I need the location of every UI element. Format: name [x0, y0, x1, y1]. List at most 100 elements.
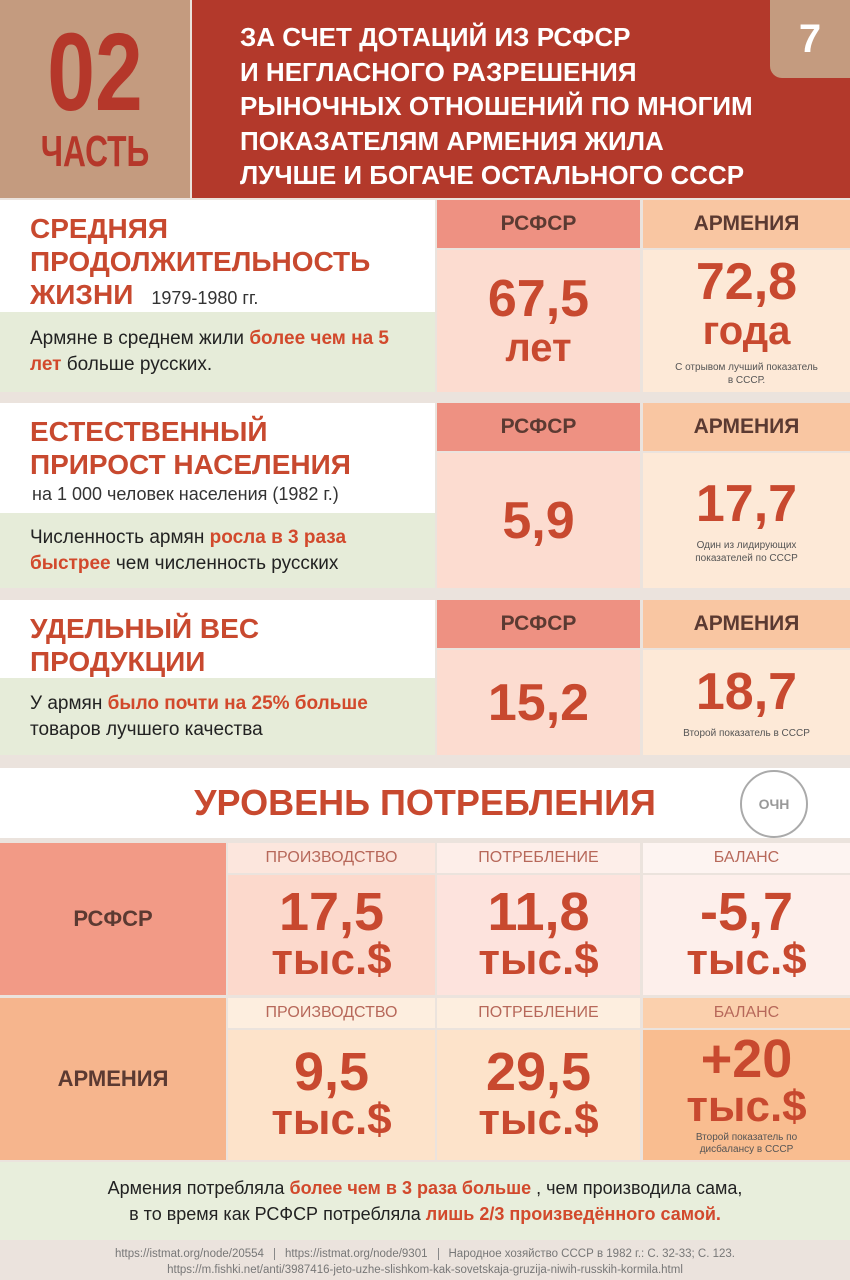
cell-header-text: ПРОИЗВОДСТВО: [265, 1004, 398, 1021]
title-line: ЕСТЕСТВЕННЫЙ: [30, 415, 427, 448]
unit: тыс.$: [686, 1082, 807, 1131]
value-cell: 15,2: [437, 650, 640, 755]
column-header: РСФСР: [437, 200, 640, 248]
page-number: 7: [798, 16, 822, 61]
section-note: У армян было почти на 25% больше товаров…: [0, 678, 435, 755]
source-link: https://m.fishki.net/anti/3987416-jeto-u…: [167, 1264, 683, 1276]
value: +20: [700, 1029, 793, 1089]
title-text: СРЕДНЯЯ: [30, 213, 168, 244]
cell-header: БАЛАНС: [643, 998, 850, 1028]
value-cell: 17,7 Один из лидирующих показателей по СС…: [643, 453, 850, 588]
note: У армян было почти на 25% больше товаров…: [30, 691, 410, 743]
unit: года: [702, 309, 791, 353]
column-header: АРМЕНИЯ: [643, 403, 850, 451]
title-line: И НЕГЛАСНОГО РАЗРЕШЕНИЯ: [240, 56, 637, 87]
section-note: Армяне в среднем жили более чем на 5 лет…: [0, 312, 435, 392]
text: чем численность русских: [115, 552, 339, 574]
text: Численность армян: [30, 526, 205, 548]
title-line: УДЕЛЬНЫЙ ВЕС ПРОДУКЦИИ: [30, 612, 427, 678]
section-title-area: ЕСТЕСТВЕННЫЙ ПРИРОСТ НАСЕЛЕНИЯ на 1 000 че…: [0, 403, 435, 513]
section-title-area: УДЕЛЬНЫЙ ВЕС ПРОДУКЦИИвысшей категории к…: [0, 600, 435, 701]
column-header-text: АРМЕНИЯ: [693, 415, 800, 438]
column-header: АРМЕНИЯ: [643, 600, 850, 648]
section-title: СРЕДНЯЯ ПРОДОЛЖИТЕЛЬНОСТЬ ЖИЗНИ 1979-1980 г…: [30, 212, 427, 315]
section-title-area: СРЕДНЯЯ ПРОДОЛЖИТЕЛЬНОСТЬ ЖИЗНИ 1979-1980 г…: [0, 200, 435, 312]
value-cell: 5,9: [437, 453, 640, 588]
title-line: ПРИРОСТ НАСЕЛЕНИЯ: [30, 448, 427, 481]
highlight-text: более чем на 5 лет: [30, 328, 389, 375]
unit: тыс.$: [271, 1095, 392, 1144]
cell-header-text: ПРОИЗВОДСТВО: [265, 849, 398, 866]
note: Численность армян росла в 3 раза быстрее…: [30, 525, 410, 577]
section-note: Численность армян росла в 3 раза быстрее…: [0, 513, 435, 588]
cell-header: ПРОИЗВОДСТВО: [228, 998, 435, 1028]
value: 17,5: [278, 882, 385, 942]
cell-header: ПОТРЕБЛЕНИЕ: [437, 998, 640, 1028]
cell-header-text: БАЛАНС: [713, 849, 780, 866]
column-header-text: РСФСР: [500, 212, 577, 235]
column-header-text: РСФСР: [500, 415, 577, 438]
value: 5,9: [502, 491, 575, 550]
comment: С отрывом лучший показатель в СССР.: [675, 362, 818, 386]
title-line: ЗА СЧЕТ ДОТАЦИЙ ИЗ РСФСР: [240, 22, 631, 52]
sources: https://istmat.org/node/20554 https://ist…: [0, 1240, 850, 1280]
column-header-text: АРМЕНИЯ: [693, 212, 800, 235]
text: товаров лучшего качества: [30, 718, 263, 740]
footer-line: в то время как РСФСР потребляла лишь 2/3…: [129, 1201, 721, 1227]
cell-header: ПРОИЗВОДСТВО: [228, 843, 435, 873]
value-cell: 67,5 лет: [437, 250, 640, 392]
value-cell: 72,8 года С отрывом лучший показатель в СС…: [643, 250, 850, 392]
value-cell: 17,5 тыс.$: [228, 875, 435, 995]
header-title-block: ЗА СЧЕТ ДОТАЦИЙ ИЗ РСФСР И НЕГЛАСНОГО РАЗ…: [192, 0, 850, 198]
column-header: РСФСР: [437, 403, 640, 451]
text: Армения потребляла: [107, 1178, 285, 1198]
value-cell: 11,8 тыс.$: [437, 875, 640, 995]
title-line: СРЕДНЯЯ: [30, 212, 427, 245]
note: Армяне в среднем жили более чем на 5 лет…: [30, 326, 410, 378]
title-line: ПОКАЗАТЕЛЯМ АРМЕНИЯ ЖИЛА: [240, 125, 664, 156]
comment: Второй показатель в СССР: [683, 728, 810, 739]
footer-note: Армения потребляла более чем в 3 раза бо…: [0, 1162, 850, 1240]
row-label: АРМЕНИЯ: [57, 1066, 169, 1091]
period: 1979-1980 гг.: [151, 288, 259, 308]
column-header-text: РСФСР: [500, 612, 577, 635]
consumption-title: УРОВЕНЬ ПОТРЕБЛЕНИЯ: [194, 782, 656, 823]
column-header-text: АРМЕНИЯ: [693, 612, 800, 635]
value-cell: -5,7 тыс.$: [643, 875, 850, 995]
cell-header-text: ПОТРЕБЛЕНИЕ: [478, 849, 599, 866]
cell-header: БАЛАНС: [643, 843, 850, 873]
value-cell: 29,5 тыс.$: [437, 1030, 640, 1160]
value: 15,2: [487, 673, 590, 732]
title-line: ПРОДОЛЖИТЕЛЬНОСТЬ: [30, 245, 427, 278]
column-header: АРМЕНИЯ: [643, 200, 850, 248]
consumption-title-band: УРОВЕНЬ ПОТРЕБЛЕНИЯ: [0, 768, 850, 838]
value-cell: 9,5 тыс.$: [228, 1030, 435, 1160]
title-text: ПРОДОЛЖИТЕЛЬНОСТЬ: [30, 246, 371, 277]
subtitle: на 1 000 человек населения (1982 г.): [32, 484, 339, 504]
highlight-text: росла в 3 раза быстрее: [30, 526, 347, 574]
unit: лет: [505, 326, 572, 370]
title-line: РЫНОЧНЫХ ОТНОШЕНИЙ ПО МНОГИМ: [240, 91, 753, 121]
header-title: ЗА СЧЕТ ДОТАЦИЙ ИЗ РСФСР И НЕГЛАСНОГО РАЗ…: [240, 20, 753, 193]
footer-line: Армения потребляла более чем в 3 раза бо…: [108, 1175, 743, 1201]
highlight-text: лишь 2/3 произведённого самой.: [425, 1204, 721, 1224]
title-text: УДЕЛЬНЫЙ ВЕС ПРОДУКЦИИ: [30, 613, 260, 677]
text: в то время как РСФСР потребляла: [129, 1204, 421, 1224]
value-cell: +20 тыс.$ Второй показатель по дисбалансу …: [643, 1030, 850, 1160]
page-badge: 7: [770, 0, 850, 78]
title-text: ПРИРОСТ НАСЕЛЕНИЯ: [30, 449, 351, 480]
value: 18,7: [695, 663, 798, 721]
row-label-cell: АРМЕНИЯ: [0, 998, 226, 1160]
value: -5,7: [699, 882, 794, 942]
title-line: ЖИЗНИ 1979-1980 гг.: [30, 278, 427, 315]
highlight-text: было почти на 25% больше: [107, 692, 368, 714]
text: больше русских.: [66, 354, 213, 375]
comment: Один из лидирующих показателей по СССР: [695, 539, 798, 564]
unit: тыс.$: [478, 1095, 599, 1144]
text: У армян: [30, 692, 103, 714]
column-header: РСФСР: [437, 600, 640, 648]
title-text: ЖИЗНИ: [30, 279, 134, 310]
cell-header: ПОТРЕБЛЕНИЕ: [437, 843, 640, 873]
source: Народное хозяйство СССР в 1982 г.: С. 32…: [437, 1248, 736, 1260]
value: 9,5: [293, 1042, 370, 1102]
